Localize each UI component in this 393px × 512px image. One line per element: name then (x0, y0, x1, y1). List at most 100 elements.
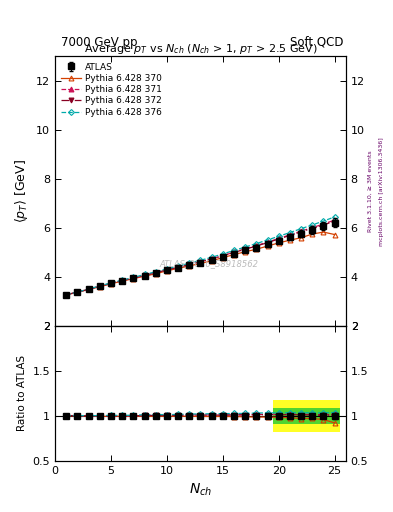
Pythia 6.428 371 (153, 269, 158, 275)
Pythia 6.428 376 (321, 218, 326, 224)
Pythia 6.428 371 (209, 255, 214, 262)
Pythia 6.428 372 (265, 240, 270, 246)
Pythia 6.428 371 (131, 275, 136, 281)
Pythia 6.428 370 (64, 292, 68, 298)
Pythia 6.428 372 (120, 278, 125, 284)
Pythia 6.428 376 (231, 247, 236, 253)
Pythia 6.428 370 (299, 234, 303, 241)
Pythia 6.428 371 (187, 261, 192, 267)
Pythia 6.428 372 (220, 253, 225, 259)
Y-axis label: $\langle p_T \rangle$ [GeV]: $\langle p_T \rangle$ [GeV] (13, 159, 31, 223)
Pythia 6.428 370 (165, 268, 169, 274)
Pythia 6.428 376 (75, 289, 80, 295)
Pythia 6.428 370 (108, 281, 113, 287)
Pythia 6.428 371 (299, 228, 303, 234)
Pythia 6.428 371 (265, 239, 270, 245)
Y-axis label: Rivet 3.1.10, ≥ 3M events

mcplots.cern.ch [arXiv:1306.3436]: Rivet 3.1.10, ≥ 3M events mcplots.cern.c… (367, 137, 384, 246)
Pythia 6.428 371 (310, 225, 315, 231)
Pythia 6.428 372 (321, 222, 326, 228)
Pythia 6.428 372 (86, 286, 91, 292)
Bar (273, 400, 340, 432)
Pythia 6.428 372 (198, 259, 203, 265)
Pythia 6.428 376 (243, 244, 248, 250)
Title: Average $p_T$ vs $N_{ch}$ ($N_{ch}$ > 1, $p_T$ > 2.5 GeV): Average $p_T$ vs $N_{ch}$ ($N_{ch}$ > 1,… (84, 42, 317, 56)
Pythia 6.428 376 (108, 280, 113, 286)
Pythia 6.428 376 (187, 260, 192, 266)
Pythia 6.428 371 (198, 259, 203, 265)
Pythia 6.428 370 (176, 265, 180, 271)
Pythia 6.428 371 (254, 243, 259, 249)
Pythia 6.428 371 (64, 291, 68, 297)
Text: ATLAS_2010_S8918562: ATLAS_2010_S8918562 (160, 260, 259, 268)
Pythia 6.428 371 (276, 236, 281, 242)
Pythia 6.428 371 (97, 283, 102, 289)
Pythia 6.428 376 (165, 266, 169, 272)
Pythia 6.428 371 (120, 278, 125, 284)
Pythia 6.428 372 (332, 218, 337, 224)
Pythia 6.428 376 (97, 283, 102, 289)
Pythia 6.428 370 (75, 289, 80, 295)
Pythia 6.428 372 (64, 291, 68, 297)
Pythia 6.428 376 (153, 269, 158, 275)
Pythia 6.428 370 (97, 284, 102, 290)
Pythia 6.428 372 (299, 229, 303, 235)
Pythia 6.428 370 (332, 231, 337, 238)
Line: Pythia 6.428 370: Pythia 6.428 370 (64, 230, 337, 297)
Pythia 6.428 376 (220, 251, 225, 257)
Y-axis label: Ratio to ATLAS: Ratio to ATLAS (17, 355, 27, 432)
Pythia 6.428 372 (288, 232, 292, 239)
Pythia 6.428 370 (231, 251, 236, 258)
Pythia 6.428 372 (243, 246, 248, 252)
Text: Soft QCD: Soft QCD (290, 36, 344, 49)
Pythia 6.428 376 (120, 277, 125, 283)
Pythia 6.428 370 (198, 261, 203, 267)
Pythia 6.428 370 (131, 275, 136, 282)
Pythia 6.428 376 (276, 233, 281, 239)
Pythia 6.428 376 (198, 257, 203, 263)
Line: Pythia 6.428 371: Pythia 6.428 371 (64, 218, 337, 297)
Pythia 6.428 372 (231, 249, 236, 255)
Line: Pythia 6.428 376: Pythia 6.428 376 (64, 215, 337, 296)
Pythia 6.428 372 (276, 236, 281, 242)
Pythia 6.428 371 (142, 272, 147, 279)
Pythia 6.428 370 (86, 286, 91, 292)
Pythia 6.428 372 (75, 289, 80, 295)
Pythia 6.428 376 (209, 254, 214, 261)
Pythia 6.428 371 (321, 221, 326, 227)
Pythia 6.428 371 (220, 252, 225, 259)
Pythia 6.428 372 (165, 267, 169, 273)
Pythia 6.428 370 (142, 273, 147, 279)
Pythia 6.428 376 (265, 237, 270, 243)
Pythia 6.428 370 (120, 278, 125, 284)
Pythia 6.428 372 (131, 275, 136, 281)
X-axis label: $N_{ch}$: $N_{ch}$ (189, 481, 212, 498)
Pythia 6.428 376 (310, 222, 315, 228)
Pythia 6.428 371 (288, 232, 292, 238)
Pythia 6.428 372 (209, 256, 214, 262)
Pythia 6.428 371 (176, 264, 180, 270)
Pythia 6.428 370 (243, 249, 248, 255)
Pythia 6.428 371 (243, 246, 248, 252)
Pythia 6.428 371 (108, 280, 113, 286)
Pythia 6.428 376 (142, 271, 147, 278)
Pythia 6.428 371 (165, 267, 169, 273)
Pythia 6.428 376 (288, 229, 292, 236)
Pythia 6.428 372 (108, 280, 113, 286)
Pythia 6.428 376 (254, 241, 259, 247)
Pythia 6.428 376 (299, 226, 303, 232)
Pythia 6.428 376 (332, 214, 337, 220)
Pythia 6.428 376 (176, 263, 180, 269)
Pythia 6.428 370 (265, 243, 270, 249)
Pythia 6.428 372 (310, 225, 315, 231)
Pythia 6.428 372 (142, 272, 147, 279)
Pythia 6.428 376 (64, 291, 68, 297)
Pythia 6.428 370 (220, 254, 225, 261)
Pythia 6.428 371 (332, 217, 337, 223)
Legend: ATLAS, Pythia 6.428 370, Pythia 6.428 371, Pythia 6.428 372, Pythia 6.428 376: ATLAS, Pythia 6.428 370, Pythia 6.428 37… (59, 61, 163, 118)
Pythia 6.428 372 (187, 261, 192, 267)
Pythia 6.428 370 (310, 231, 315, 237)
Pythia 6.428 372 (97, 283, 102, 289)
Pythia 6.428 370 (276, 240, 281, 246)
Line: Pythia 6.428 372: Pythia 6.428 372 (64, 219, 337, 297)
Bar (273, 408, 340, 424)
